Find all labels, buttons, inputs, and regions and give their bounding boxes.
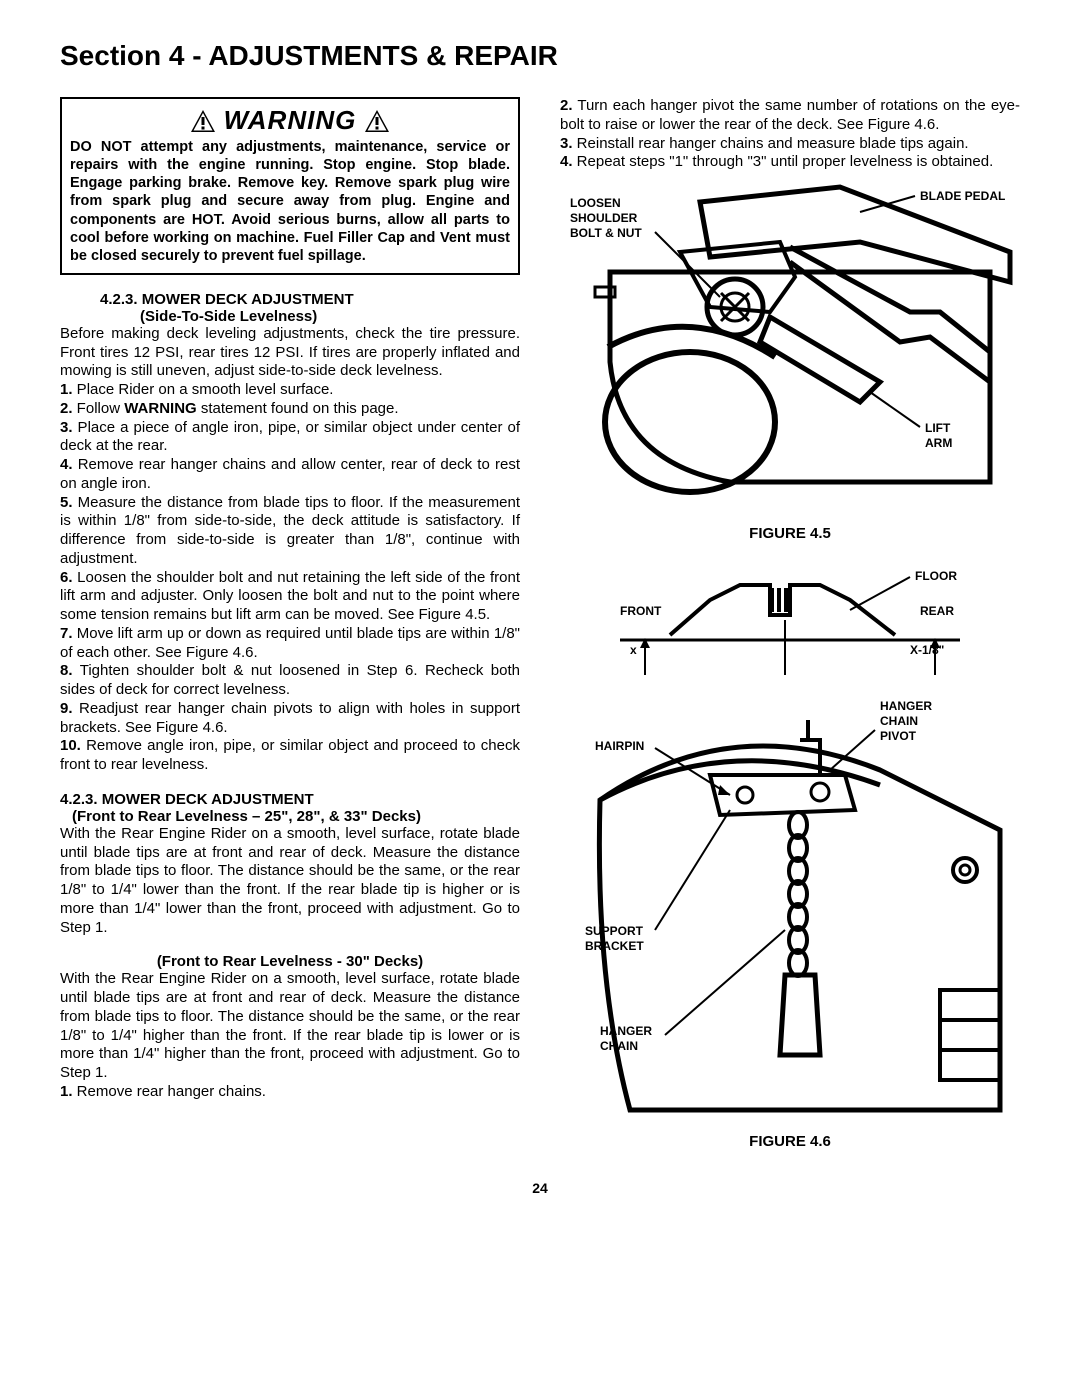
steps-side-levelness: 1. Place Rider on a smooth level surface…	[60, 381, 520, 775]
label-front: FRONT	[620, 604, 662, 618]
label-floor: FLOOR	[915, 569, 957, 583]
steps-front-rear: 1. Remove rear hanger chains.	[60, 1083, 520, 1102]
instruction-step: 6. Loosen the shoulder bolt and nut reta…	[60, 569, 520, 625]
step-number: 6.	[60, 569, 73, 586]
label-support-bracket: SUPPORT	[585, 924, 644, 938]
step-number: 10.	[60, 737, 81, 754]
two-column-layout: WARNING DO NOT attempt any adjustments, …	[60, 97, 1020, 1150]
warning-box: WARNING DO NOT attempt any adjustments, …	[60, 97, 520, 275]
label-hanger-chain: CHAIN	[600, 1039, 638, 1053]
step-number: 2.	[60, 400, 73, 417]
figure-4-5-diagram: LOOSEN SHOULDER BOLT & NUT BLADE PEDAL L…	[560, 182, 1020, 512]
instruction-step: 2. Follow WARNING statement found on thi…	[60, 400, 520, 419]
label-lift-arm: LIFT	[925, 421, 951, 435]
steps-right-column: 2. Turn each hanger pivot the same numbe…	[560, 97, 1020, 172]
step-number: 4.	[560, 153, 573, 170]
instruction-step: 2. Turn each hanger pivot the same numbe…	[560, 97, 1020, 135]
step-number: 1.	[60, 381, 73, 398]
label-x-eighth: X-1/8"	[910, 643, 944, 657]
warning-header: WARNING	[70, 105, 510, 136]
instruction-step: 10. Remove angle iron, pipe, or similar …	[60, 737, 520, 775]
para-front-rear-30: With the Rear Engine Rider on a smooth, …	[60, 970, 520, 1083]
section-title: Section 4 - ADJUSTMENTS & REPAIR	[60, 40, 1020, 72]
step-number: 8.	[60, 662, 73, 679]
para-side-levelness-intro: Before making deck leveling adjustments,…	[60, 325, 520, 381]
instruction-step: 9. Readjust rear hanger chain pivots to …	[60, 700, 520, 738]
instruction-step: 1. Remove rear hanger chains.	[60, 1083, 520, 1102]
label-support-bracket: BRACKET	[585, 939, 644, 953]
subheading-front-rear-25-28-33: (Front to Rear Levelness – 25", 28", & 3…	[72, 808, 520, 825]
label-lift-arm: ARM	[925, 436, 952, 450]
label-hanger-chain: HANGER	[600, 1024, 652, 1038]
label-x: x	[630, 643, 637, 657]
step-number: 7.	[60, 625, 73, 642]
label-hanger-chain-pivot: PIVOT	[880, 729, 917, 743]
figure-4-6-diagram: FLOOR FRONT REAR x X-1/8" HANGER CHAIN P…	[560, 560, 1020, 1120]
step-number: 3.	[60, 419, 73, 436]
figure-4-5-caption: FIGURE 4.5	[560, 525, 1020, 542]
para-front-rear-25-28-33: With the Rear Engine Rider on a smooth, …	[60, 825, 520, 938]
right-column: 2. Turn each hanger pivot the same numbe…	[560, 97, 1020, 1150]
step-number: 4.	[60, 456, 73, 473]
label-hanger-chain-pivot: CHAIN	[880, 714, 918, 728]
label-hairpin: HAIRPIN	[595, 739, 644, 753]
instruction-step: 5. Measure the distance from blade tips …	[60, 494, 520, 569]
step-number: 2.	[560, 97, 573, 114]
figure-4-6-caption: FIGURE 4.6	[560, 1133, 1020, 1150]
instruction-step: 7. Move lift arm up or down as required …	[60, 625, 520, 663]
left-column: WARNING DO NOT attempt any adjustments, …	[60, 97, 520, 1150]
heading-side-levelness: 4.2.3. MOWER DECK ADJUSTMENT	[100, 291, 520, 308]
warning-triangle-icon	[190, 109, 216, 133]
bold-term: WARNING	[124, 400, 197, 417]
subheading-side-levelness: (Side-To-Side Levelness)	[140, 308, 520, 325]
instruction-step: 1. Place Rider on a smooth level surface…	[60, 381, 520, 400]
step-number: 1.	[60, 1083, 73, 1100]
instruction-step: 3. Reinstall rear hanger chains and meas…	[560, 135, 1020, 154]
label-blade-pedal: BLADE PEDAL	[920, 189, 1005, 203]
page-number: 24	[60, 1180, 1020, 1196]
instruction-step: 3. Place a piece of angle iron, pipe, or…	[60, 419, 520, 457]
label-hanger-chain-pivot: HANGER	[880, 699, 932, 713]
instruction-step: 8. Tighten shoulder bolt & nut loosened …	[60, 662, 520, 700]
instruction-step: 4. Repeat steps "1" through "3" until pr…	[560, 153, 1020, 172]
subheading-front-rear-30: (Front to Rear Levelness - 30" Decks)	[60, 953, 520, 970]
label-loosen-shoulder: LOOSEN	[570, 196, 621, 210]
step-number: 3.	[560, 135, 573, 152]
instruction-step: 4. Remove rear hanger chains and allow c…	[60, 456, 520, 494]
heading-front-rear: 4.2.3. MOWER DECK ADJUSTMENT	[60, 791, 520, 808]
warning-triangle-icon	[364, 109, 390, 133]
label-rear: REAR	[920, 604, 954, 618]
step-number: 9.	[60, 700, 73, 717]
label-loosen-shoulder: SHOULDER	[570, 211, 638, 225]
label-loosen-shoulder: BOLT & NUT	[570, 226, 642, 240]
warning-body: DO NOT attempt any adjustments, maintena…	[70, 138, 510, 265]
warning-title: WARNING	[224, 105, 357, 136]
step-number: 5.	[60, 494, 73, 511]
